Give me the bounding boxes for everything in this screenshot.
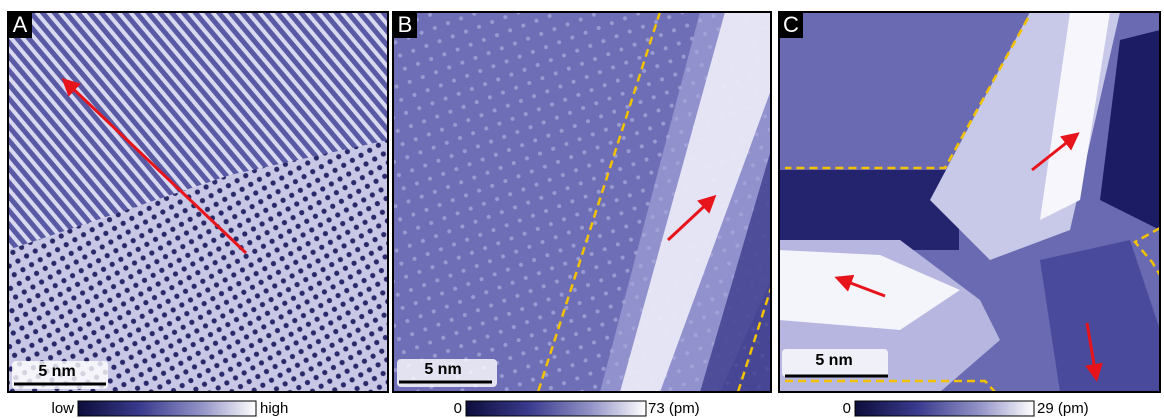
colorbar-min-label: 0 bbox=[454, 400, 462, 417]
colorbar-min-label: low bbox=[51, 400, 74, 417]
colorbar-max-label: 29 (pm) bbox=[1037, 400, 1089, 417]
panel-b-image bbox=[393, 12, 772, 392]
figure: A 5 nm B 5 nm C 5 nm low bbox=[0, 0, 1164, 418]
scale-bar-label: 5 nm bbox=[38, 363, 75, 380]
panel-label: C bbox=[783, 12, 799, 37]
colorbar-max-label: high bbox=[260, 400, 288, 417]
panel-label: B bbox=[398, 12, 413, 37]
page: A 5 nm B 5 nm C 5 nm low bbox=[0, 0, 1164, 418]
panel-c-image bbox=[779, 12, 1160, 392]
colorbar-min-label: 0 bbox=[843, 400, 851, 417]
scale-bar-label: 5 nm bbox=[815, 352, 852, 369]
colorbar-max-label: 73 (pm) bbox=[648, 400, 700, 417]
panel-label: A bbox=[13, 12, 28, 37]
panel-a-image bbox=[8, 12, 388, 392]
scale-bar-label: 5 nm bbox=[424, 361, 461, 378]
